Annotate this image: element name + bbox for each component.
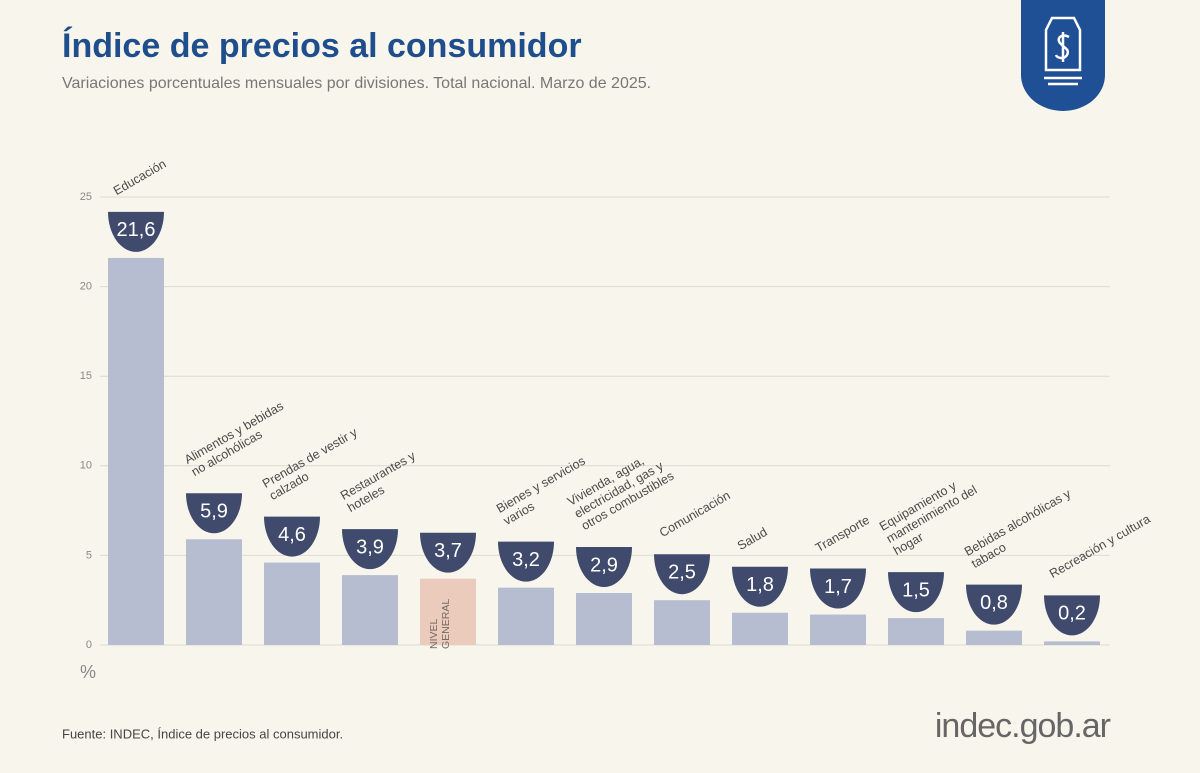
bar — [654, 600, 710, 645]
value-badge — [420, 532, 476, 573]
value-badge — [888, 572, 944, 613]
bar — [420, 578, 476, 645]
bar — [342, 575, 398, 645]
value-label: 1,5 — [902, 579, 930, 601]
y-unit: % — [80, 662, 96, 682]
value-badge — [810, 568, 866, 609]
y-tick-label: 10 — [80, 460, 92, 472]
value-label: 2,9 — [590, 554, 618, 576]
y-tick-label: 0 — [86, 639, 92, 651]
value-label: 1,7 — [824, 576, 852, 598]
value-badge — [108, 211, 164, 252]
value-badge — [576, 547, 632, 588]
value-label: 3,2 — [512, 549, 540, 571]
y-tick-label: 25 — [80, 191, 92, 203]
value-badge — [966, 584, 1022, 625]
value-label: 4,6 — [278, 524, 306, 546]
bar — [888, 618, 944, 645]
x-category-label: NIVEL GENERAL — [428, 598, 452, 649]
bar — [186, 539, 242, 645]
bar — [576, 593, 632, 645]
value-badge — [342, 529, 398, 570]
bar — [108, 257, 164, 645]
value-label: 1,8 — [746, 574, 774, 596]
chart-subtitle: Variaciones porcentuales mensuales por d… — [62, 75, 651, 92]
bar — [1044, 641, 1100, 645]
chart-title: Índice de precios al consumidor — [62, 27, 582, 65]
value-badge — [186, 493, 242, 534]
bar — [810, 614, 866, 645]
logo-icon — [1044, 16, 1082, 86]
y-tick-label: 5 — [86, 549, 92, 561]
value-label: 2,5 — [668, 561, 696, 583]
value-label: 3,7 — [434, 540, 462, 562]
y-tick-label: 15 — [80, 370, 92, 382]
bar — [966, 630, 1022, 645]
source: Fuente: INDEC, Índice de precios al cons… — [62, 726, 343, 741]
bar — [732, 612, 788, 645]
value-label: 0,2 — [1058, 603, 1086, 625]
logo-dollar — [1054, 32, 1070, 62]
bar — [498, 587, 554, 645]
bar — [264, 562, 320, 645]
brand: indec.gob.ar — [935, 707, 1111, 745]
value-label: 0,8 — [980, 592, 1008, 614]
value-badge — [654, 554, 710, 595]
value-label: 3,9 — [356, 536, 384, 558]
value-badge — [1044, 595, 1100, 636]
value-badge — [732, 566, 788, 607]
value-label: 5,9 — [200, 501, 228, 523]
value-badge — [264, 516, 320, 557]
value-badge — [498, 541, 554, 582]
y-tick-label: 20 — [80, 281, 92, 293]
value-label: 21,6 — [117, 219, 156, 241]
